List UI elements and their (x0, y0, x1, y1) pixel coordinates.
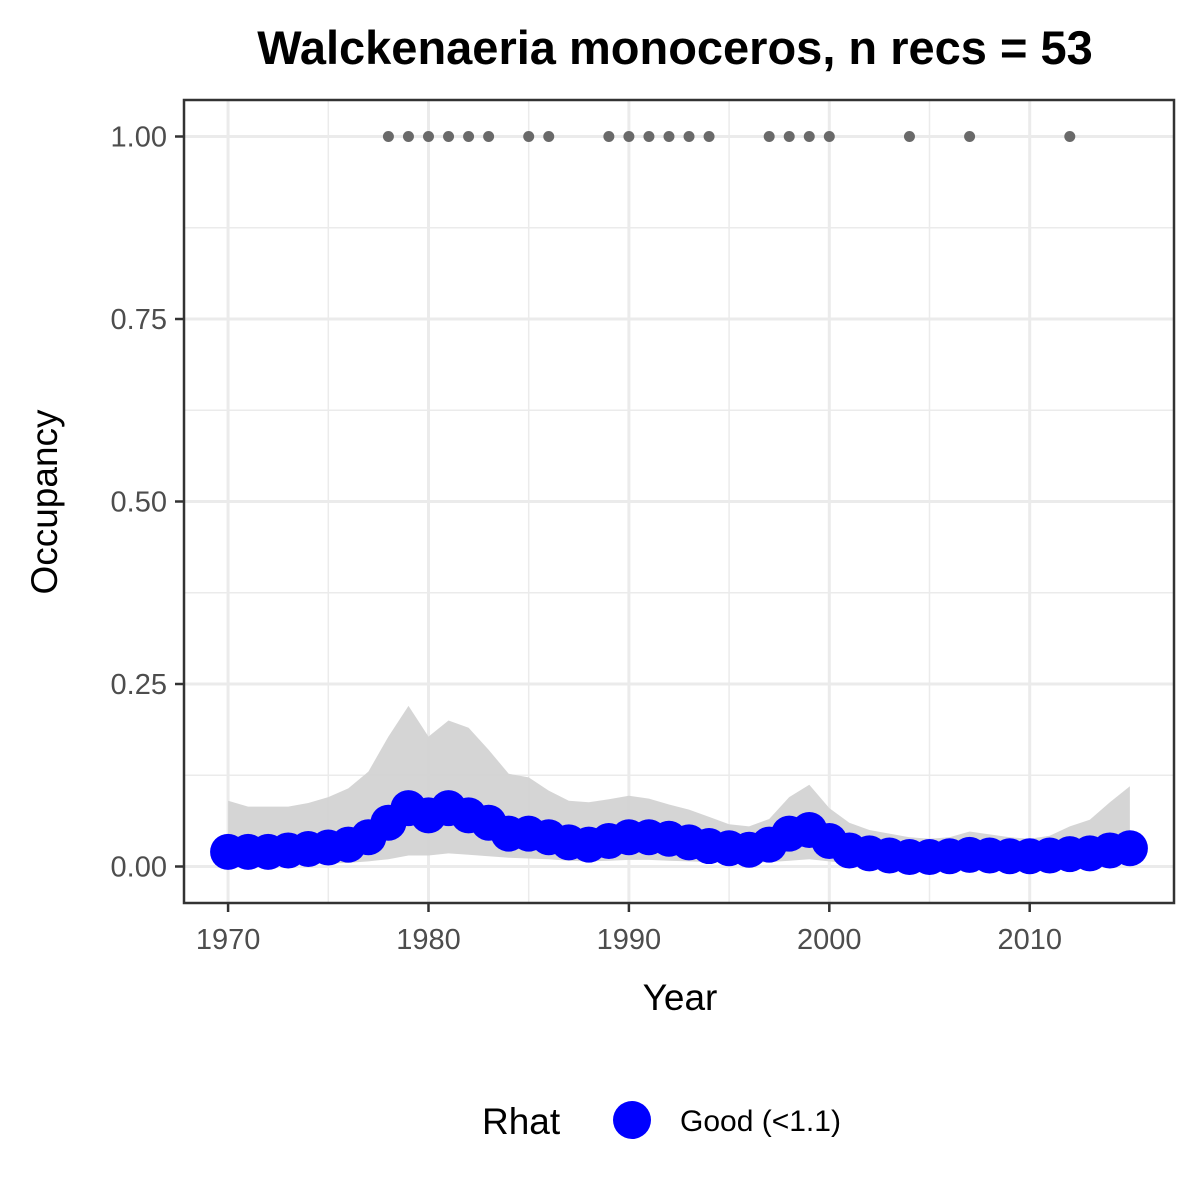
record-point (603, 131, 615, 142)
y-tick-label: 0.75 (111, 304, 167, 336)
legend-label-good: Good (<1.1) (680, 1105, 841, 1138)
x-axis-title: Year (643, 977, 718, 1018)
y-axis-title: Occupancy (24, 409, 65, 595)
record-point (1064, 131, 1076, 142)
legend: Rhat Good (<1.1) (482, 1101, 841, 1142)
x-tick-label: 1990 (597, 924, 662, 956)
record-point (443, 131, 455, 142)
record-point (422, 131, 434, 142)
record-point (703, 131, 715, 142)
x-tick-label: 2010 (997, 924, 1062, 956)
x-tick-label: 1970 (196, 924, 261, 956)
legend-key-good (613, 1101, 651, 1139)
record-point (763, 131, 775, 142)
record-point (463, 131, 475, 142)
record-point (382, 131, 394, 142)
legend-title: Rhat (482, 1101, 561, 1142)
record-point (964, 131, 976, 142)
grid-lines (184, 100, 1174, 903)
y-tick-label: 0.25 (111, 669, 167, 701)
y-tick-label: 0.00 (111, 852, 167, 884)
record-point (523, 131, 535, 142)
record-point (823, 131, 835, 142)
record-point (643, 131, 655, 142)
record-point (803, 131, 815, 142)
y-tick-label: 0.50 (111, 487, 167, 519)
chart-title: Walckenaeria monoceros, n recs = 53 (257, 21, 1093, 74)
x-tick-label: 2000 (797, 924, 862, 956)
record-point (543, 131, 555, 142)
record-point (402, 131, 414, 142)
y-tick-label: 1.00 (111, 122, 167, 154)
record-point (663, 131, 675, 142)
record-points (382, 131, 1076, 142)
record-point (783, 131, 795, 142)
record-point (903, 131, 915, 142)
x-tick-label: 1980 (396, 924, 461, 956)
occupancy-point (1111, 830, 1148, 867)
record-point (683, 131, 695, 142)
axes: 0.00 0.25 0.50 0.75 1.00 1970 1980 1990 2000 2010 (111, 122, 1062, 957)
occupancy-series (210, 790, 1148, 876)
record-point (483, 131, 495, 142)
record-point (623, 131, 635, 142)
